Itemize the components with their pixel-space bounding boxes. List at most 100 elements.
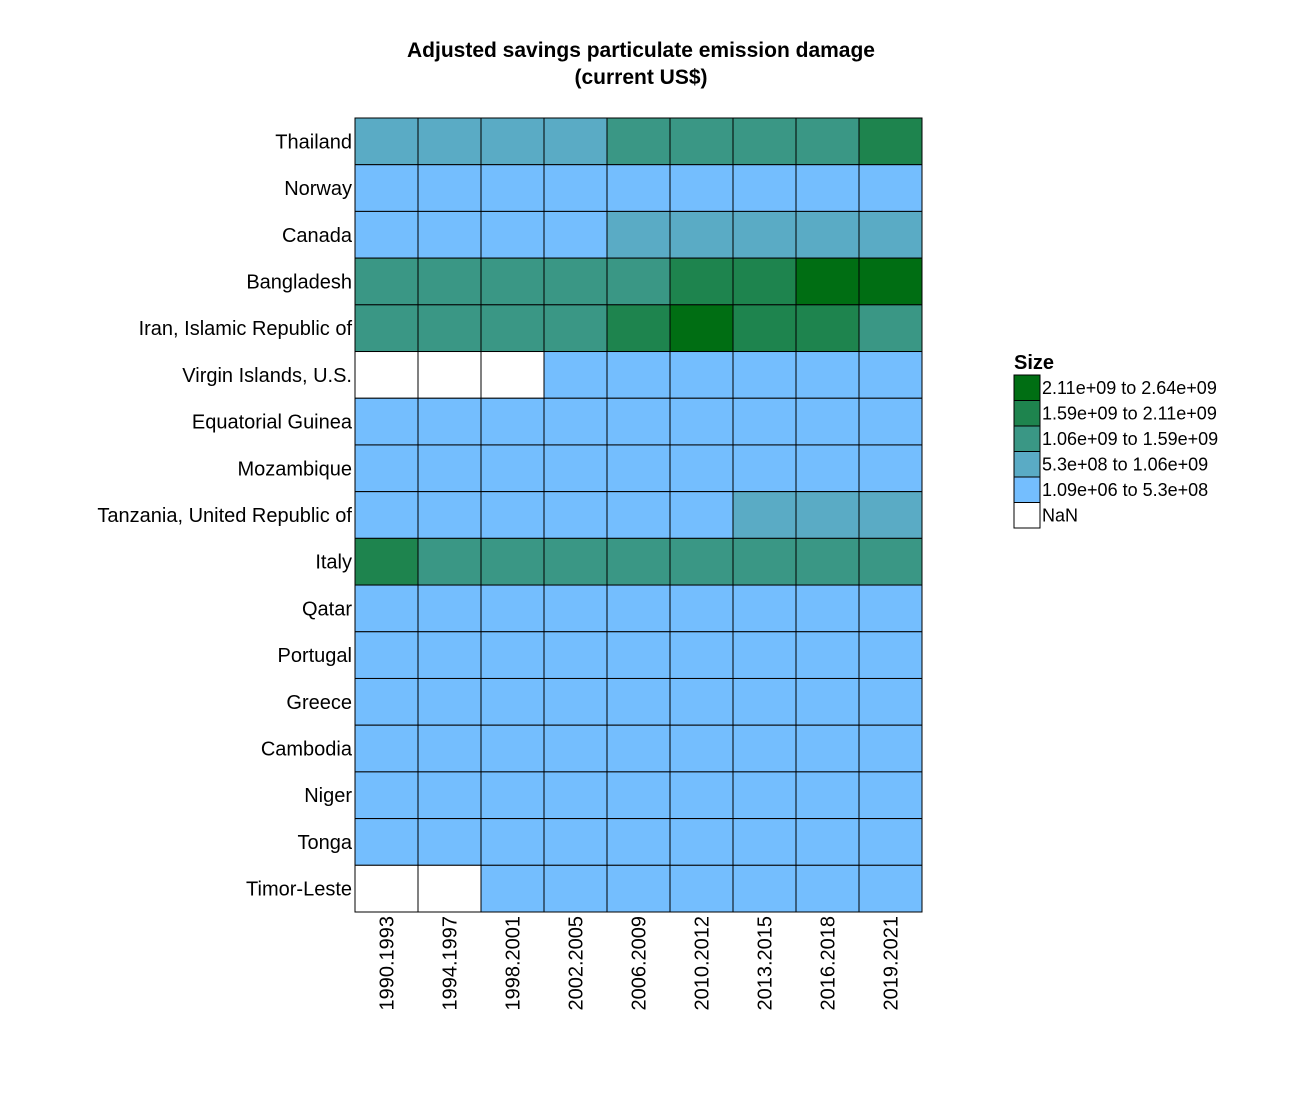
column-label: 1994.1997 — [440, 916, 462, 1011]
heatmap-cell — [606, 257, 671, 306]
heatmap-cell — [543, 257, 608, 306]
row-label: Tanzania, United Republic of — [97, 505, 352, 527]
heatmap-cell — [354, 584, 419, 633]
heatmap-cell — [858, 724, 923, 773]
heatmap-cell — [732, 117, 797, 166]
heatmap-cell — [480, 304, 545, 353]
chart-title-line: (current US$) — [574, 66, 707, 89]
column-label: 2019.2021 — [881, 916, 903, 1011]
heatmap-cell — [732, 771, 797, 820]
row-label: Timor-Leste — [246, 879, 352, 901]
column-label: 2006.2009 — [629, 916, 651, 1011]
heatmap-cell — [795, 491, 860, 539]
heatmap-cell — [543, 397, 608, 446]
heatmap-cell — [858, 537, 923, 586]
heatmap-cell — [417, 164, 482, 212]
heatmap-cell — [417, 677, 482, 726]
heatmap-cell — [354, 677, 419, 726]
heatmap-cell — [480, 351, 545, 399]
legend-label: 2.11e+09 to 2.64e+09 — [1042, 378, 1217, 398]
column-label: 1998.2001 — [503, 916, 525, 1011]
heatmap-cell — [858, 351, 923, 399]
heatmap-cell — [480, 257, 545, 306]
row-label: Qatar — [302, 598, 352, 620]
heatmap-cell — [354, 818, 419, 866]
heatmap-cell — [480, 444, 545, 493]
heatmap-cell — [669, 771, 734, 820]
heatmap-cell — [732, 818, 797, 866]
heatmap-cell — [795, 444, 860, 493]
heatmap-cell — [480, 584, 545, 633]
heatmap-cell — [858, 491, 923, 539]
heatmap-cell — [606, 771, 671, 820]
heatmap-cell — [354, 491, 419, 539]
heatmap-cell — [606, 537, 671, 586]
heatmap-cell — [417, 444, 482, 493]
heatmap-cell — [543, 351, 608, 399]
heatmap-cell — [543, 491, 608, 539]
heatmap-cell — [354, 537, 419, 586]
heatmap-cell — [669, 631, 734, 679]
heatmap-cell — [732, 164, 797, 212]
heatmap-cell — [354, 117, 419, 166]
column-label: 2010.2012 — [692, 916, 714, 1011]
legend-swatch — [1013, 425, 1041, 452]
heatmap-cell — [858, 584, 923, 633]
heatmap-cell — [480, 210, 545, 259]
row-label: Equatorial Guinea — [192, 412, 353, 434]
heatmap-cell — [732, 351, 797, 399]
heatmap-cell — [543, 677, 608, 726]
heatmap-cell — [606, 818, 671, 866]
heatmap-cell — [858, 117, 923, 166]
heatmap-cell — [480, 164, 545, 212]
heatmap-cell — [732, 724, 797, 773]
heatmap-cell — [543, 771, 608, 820]
column-label: 1990.1993 — [377, 916, 399, 1011]
heatmap-cell — [795, 210, 860, 259]
heatmap-cell — [606, 631, 671, 679]
heatmap-cell — [543, 210, 608, 259]
heatmap-cell — [417, 584, 482, 633]
column-label: 2016.2018 — [818, 916, 840, 1011]
heatmap-cell — [354, 864, 419, 913]
heatmap-cell — [417, 117, 482, 166]
heatmap-cell — [858, 677, 923, 726]
heatmap-cell — [354, 304, 419, 353]
heatmap-cell — [669, 164, 734, 212]
heatmap-cell — [606, 724, 671, 773]
heatmap-cell — [606, 584, 671, 633]
heatmap-cell — [417, 724, 482, 773]
heatmap-cell — [795, 677, 860, 726]
heatmap-cell — [795, 864, 860, 913]
heatmap-cell — [669, 257, 734, 306]
legend-label: NaN — [1042, 505, 1078, 525]
legend-label: 1.06e+09 to 1.59e+09 — [1042, 429, 1218, 449]
heatmap-cell — [795, 818, 860, 866]
heatmap-cell — [606, 677, 671, 726]
legend-title: Size — [1014, 352, 1054, 374]
heatmap-cell — [732, 444, 797, 493]
heatmap-cell — [480, 818, 545, 866]
heatmap-cell — [669, 724, 734, 773]
heatmap-cell — [606, 304, 671, 353]
legend-swatch — [1013, 476, 1041, 503]
row-label: Portugal — [278, 645, 353, 667]
heatmap-cell — [480, 537, 545, 586]
heatmap-cell — [732, 864, 797, 913]
heatmap-cell — [480, 771, 545, 820]
legend-label: 5.3e+08 to 1.06e+09 — [1042, 454, 1208, 474]
heatmap-cell — [858, 444, 923, 493]
heatmap-cell — [417, 631, 482, 679]
heatmap-cell — [669, 677, 734, 726]
legend-swatch — [1013, 451, 1041, 478]
heatmap-cell — [606, 117, 671, 166]
row-label: Iran, Islamic Republic of — [139, 318, 353, 340]
heatmap-cell — [480, 677, 545, 726]
heatmap-cell — [354, 351, 419, 399]
heatmap-cell — [669, 304, 734, 353]
heatmap-cell — [858, 164, 923, 212]
heatmap-cell — [543, 164, 608, 212]
heatmap-cell — [795, 351, 860, 399]
heatmap-cell — [354, 444, 419, 493]
heatmap-cell — [669, 117, 734, 166]
